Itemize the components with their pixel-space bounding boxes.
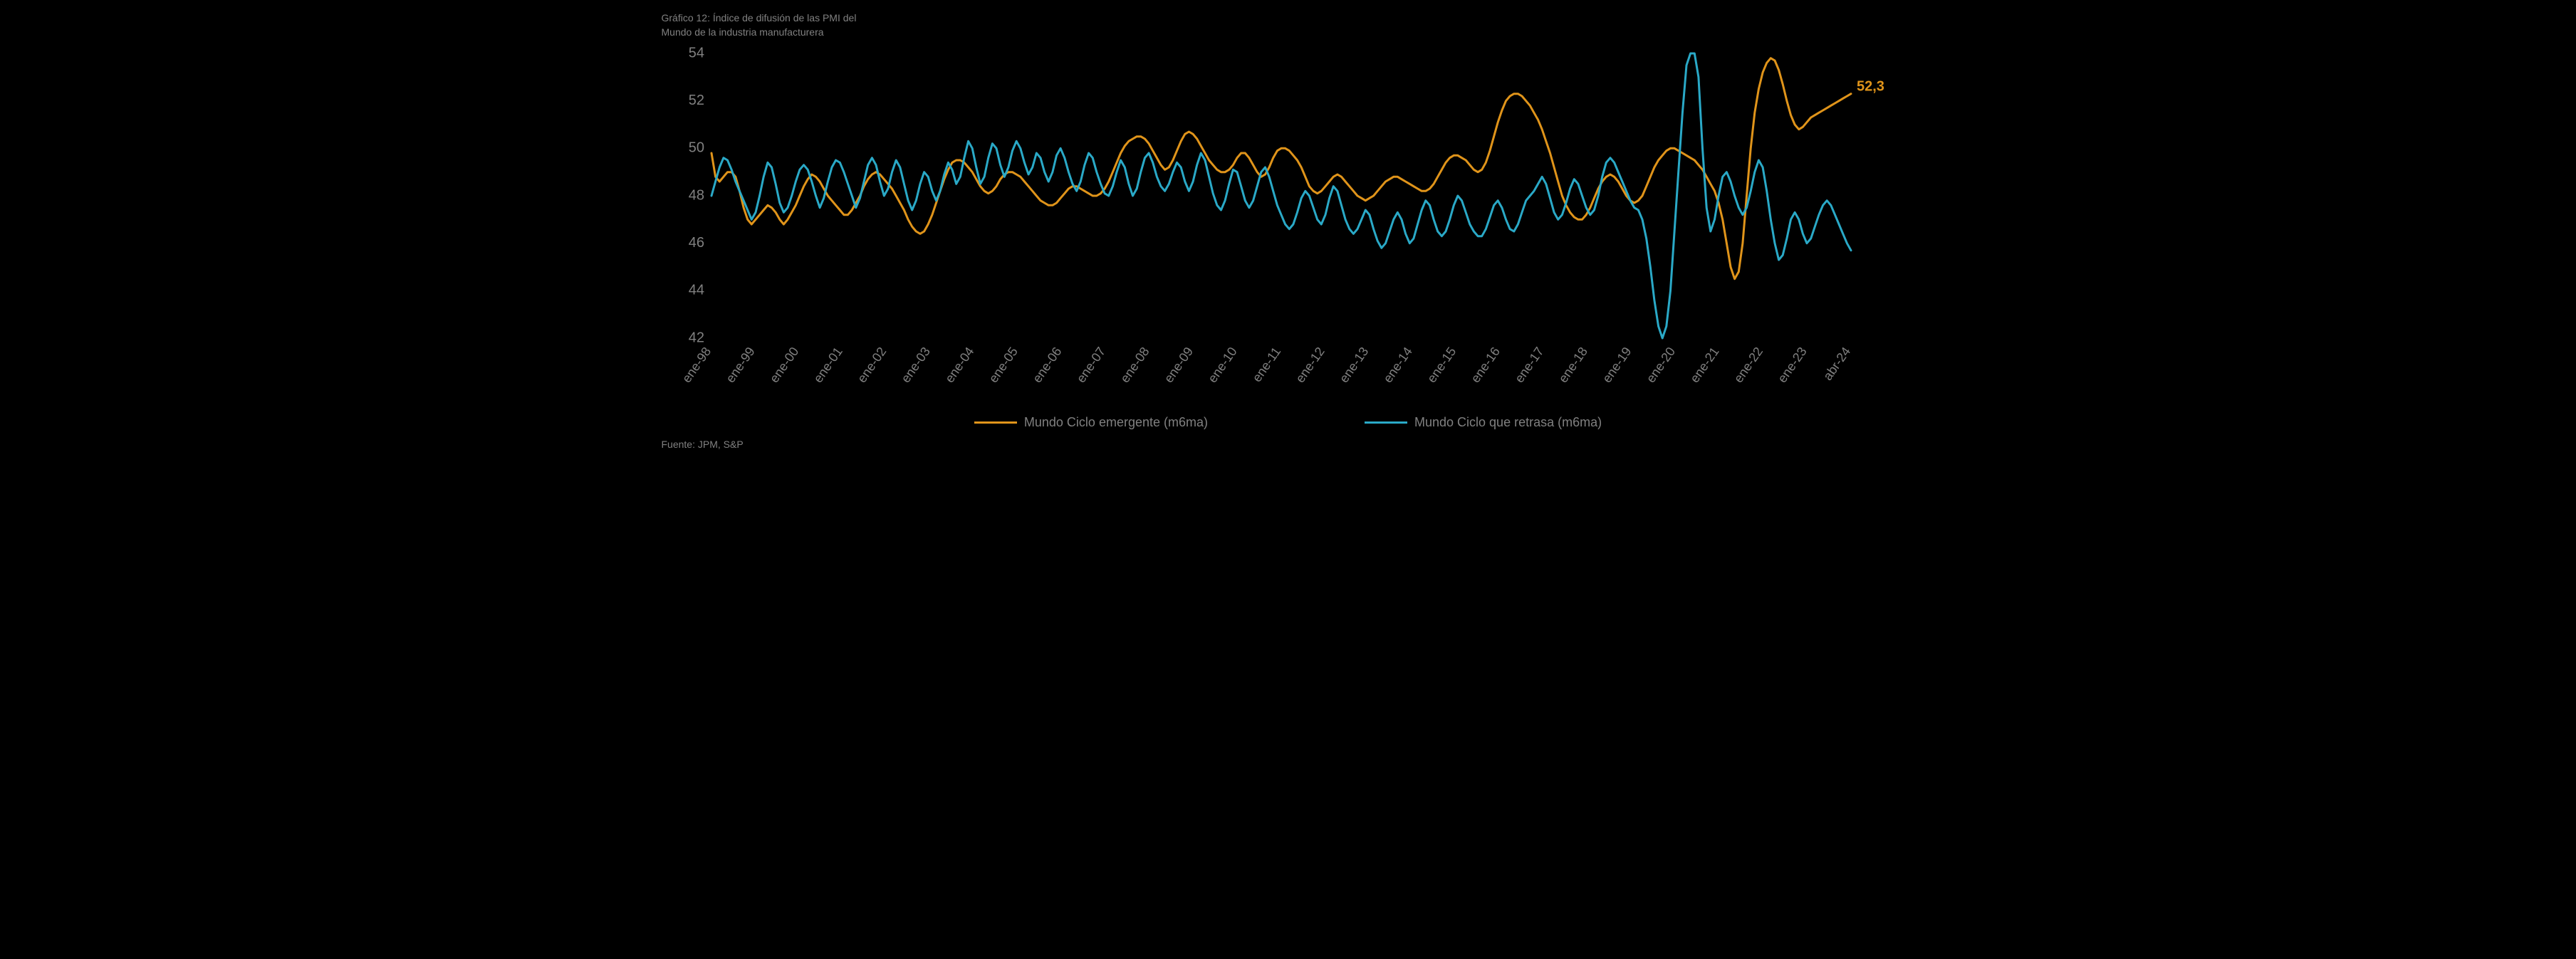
x-tick-label: ene-14 [1380, 345, 1415, 385]
x-tick-label: ene-06 [1030, 345, 1065, 385]
x-tick-label: ene-21 [1687, 345, 1722, 385]
x-tick-label: ene-08 [1117, 345, 1152, 385]
x-tick-label: ene-09 [1161, 345, 1196, 385]
legend-item-retrasado: Mundo Ciclo que retrasa (m6ma) [1365, 415, 1602, 430]
legend-item-emergente: Mundo Ciclo emergente (m6ma) [974, 415, 1208, 430]
line-chart-svg: 42 44 46 48 50 52 54 ene-98 ene-99ene-00 ene-01 en… [662, 46, 1915, 388]
x-tick-label: ene-98 [679, 345, 714, 385]
x-tick-label: ene-20 [1643, 345, 1678, 385]
svg-text:54: 54 [688, 46, 704, 61]
x-tick-label: ene-18 [1555, 345, 1590, 385]
legend-swatch-emergente [974, 421, 1017, 424]
x-tick-label: ene-15 [1424, 345, 1459, 385]
x-tick-label: ene-03 [898, 345, 933, 385]
legend-label-retrasado: Mundo Ciclo que retrasa (m6ma) [1414, 415, 1602, 430]
svg-text:46: 46 [688, 235, 704, 251]
x-tick-label: ene-11 [1249, 345, 1283, 384]
plot-area: 42 44 46 48 50 52 54 ene-98 ene-99ene-00 ene-01 en… [662, 46, 1915, 402]
legend: Mundo Ciclo emergente (m6ma) Mundo Ciclo… [662, 415, 1915, 430]
x-tick-label: ene-19 [1600, 345, 1634, 385]
x-tick-label: ene-99 [723, 345, 758, 385]
x-tick-label: ene-00 [766, 345, 801, 385]
svg-text:44: 44 [688, 283, 704, 298]
x-tick-label: ene-22 [1731, 345, 1766, 385]
x-tick-label: ene-10 [1205, 345, 1240, 385]
chart-title-2: Mundo de la industria manufacturera [662, 26, 1915, 40]
x-tick-label: ene-01 [810, 345, 845, 385]
x-tick-label: ene-13 [1336, 345, 1371, 385]
callout-value: 52,3 [1857, 79, 1884, 95]
x-tick-label: abr-24 [1820, 345, 1853, 383]
legend-label-emergente: Mundo Ciclo emergente (m6ma) [1024, 415, 1208, 430]
svg-text:52: 52 [688, 93, 704, 108]
source-label: Fuente: JPM, S&P [662, 439, 1915, 450]
x-tick-label: ene-05 [986, 345, 1021, 385]
svg-text:42: 42 [688, 330, 704, 345]
x-tick-label: ene-12 [1293, 345, 1328, 385]
svg-text:48: 48 [688, 187, 704, 203]
x-tick-label: ene-16 [1468, 345, 1503, 385]
svg-text:50: 50 [688, 140, 704, 156]
x-tick-label: ene-07 [1073, 345, 1108, 385]
series-line [711, 53, 1851, 338]
chart-title-1: Gráfico 12: Índice de difusión de las PM… [662, 11, 1915, 26]
x-tick-label: ene-23 [1775, 345, 1810, 385]
x-tick-label: ene-04 [942, 345, 976, 385]
x-tick-label: ene-17 [1511, 345, 1546, 385]
series-line [711, 58, 1851, 279]
chart-container: Gráfico 12: Índice de difusión de las PM… [647, 0, 1929, 477]
chart-titles: Gráfico 12: Índice de difusión de las PM… [662, 11, 1915, 39]
x-tick-label: ene-02 [854, 345, 889, 385]
legend-swatch-retrasado [1365, 421, 1407, 424]
